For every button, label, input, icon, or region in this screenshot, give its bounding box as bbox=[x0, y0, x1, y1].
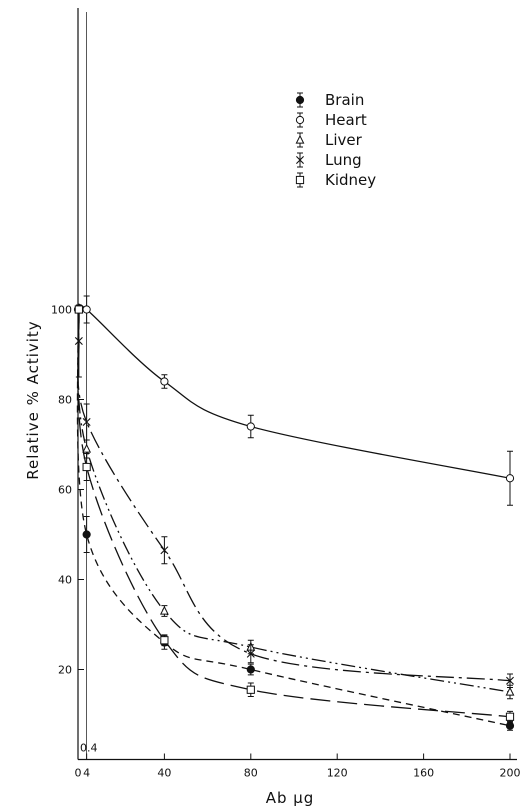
x-tick-label: 4 bbox=[83, 767, 90, 780]
kidney-series-line bbox=[77, 309, 511, 718]
x-tick-label: 0 bbox=[75, 767, 82, 780]
liver-legend-label: Liver bbox=[325, 131, 363, 149]
brain-legend-marker bbox=[295, 95, 305, 105]
kidney-data-point bbox=[82, 462, 91, 472]
kidney-data-point bbox=[246, 685, 255, 694]
kidney-data-point bbox=[505, 712, 515, 721]
y-tick-label: 20 bbox=[58, 664, 72, 677]
y-tick-label: 60 bbox=[58, 484, 72, 497]
liver-data-point bbox=[82, 443, 92, 453]
heart-data-point bbox=[505, 474, 515, 483]
markers bbox=[73, 295, 515, 731]
heart-data-point bbox=[82, 305, 91, 314]
liver-legend-marker bbox=[295, 134, 305, 144]
lung-legend-label: Lung bbox=[325, 151, 362, 169]
brain-data-point bbox=[246, 665, 255, 674]
x-tick-label: 200 bbox=[500, 767, 521, 780]
lung-data-point bbox=[160, 546, 169, 555]
brain-legend-label: Brain bbox=[325, 91, 364, 109]
kidney-legend-marker bbox=[295, 175, 305, 185]
y-tick-label: 80 bbox=[58, 394, 72, 407]
liver-series-line bbox=[77, 309, 511, 693]
legend: Brain Heart Liver Lung Kidney bbox=[295, 91, 376, 189]
y-axis-title: Relative % Activity bbox=[24, 320, 42, 479]
lung-series-line bbox=[77, 340, 511, 682]
liver-data-point bbox=[159, 605, 169, 615]
kidney-data-point bbox=[160, 636, 169, 645]
x-annotation: 0.4 bbox=[80, 742, 98, 755]
x-tick-label: 120 bbox=[327, 767, 348, 780]
lung-data-point bbox=[74, 337, 83, 345]
lung-legend-marker bbox=[296, 156, 304, 164]
kidney-legend-label: Kidney bbox=[325, 171, 376, 189]
heart-series-line bbox=[77, 303, 511, 479]
heart-legend-marker bbox=[295, 115, 305, 125]
kidney-data-point bbox=[74, 305, 83, 314]
lung-data-point bbox=[506, 676, 514, 685]
heart-legend-label: Heart bbox=[325, 111, 367, 129]
curves bbox=[76, 303, 511, 727]
y-tick-label: 100 bbox=[51, 304, 72, 317]
x-axis-title: Ab µg bbox=[266, 789, 315, 807]
axes: 20 40 60 80 100 0 4 40 80 120 160 200 0.4 bbox=[51, 8, 521, 780]
y-tick-label: 40 bbox=[58, 574, 72, 587]
liver-data-point bbox=[505, 686, 515, 696]
heart-data-point bbox=[246, 422, 255, 431]
heart-data-point bbox=[160, 377, 169, 386]
x-tick-label: 40 bbox=[157, 767, 171, 780]
x-tick-label: 80 bbox=[244, 767, 258, 780]
brain-data-point bbox=[82, 530, 91, 539]
brain-data-point bbox=[505, 721, 515, 730]
lung-data-point bbox=[82, 418, 91, 426]
x-tick-label: 160 bbox=[413, 767, 434, 780]
lung-data-point bbox=[246, 649, 255, 658]
